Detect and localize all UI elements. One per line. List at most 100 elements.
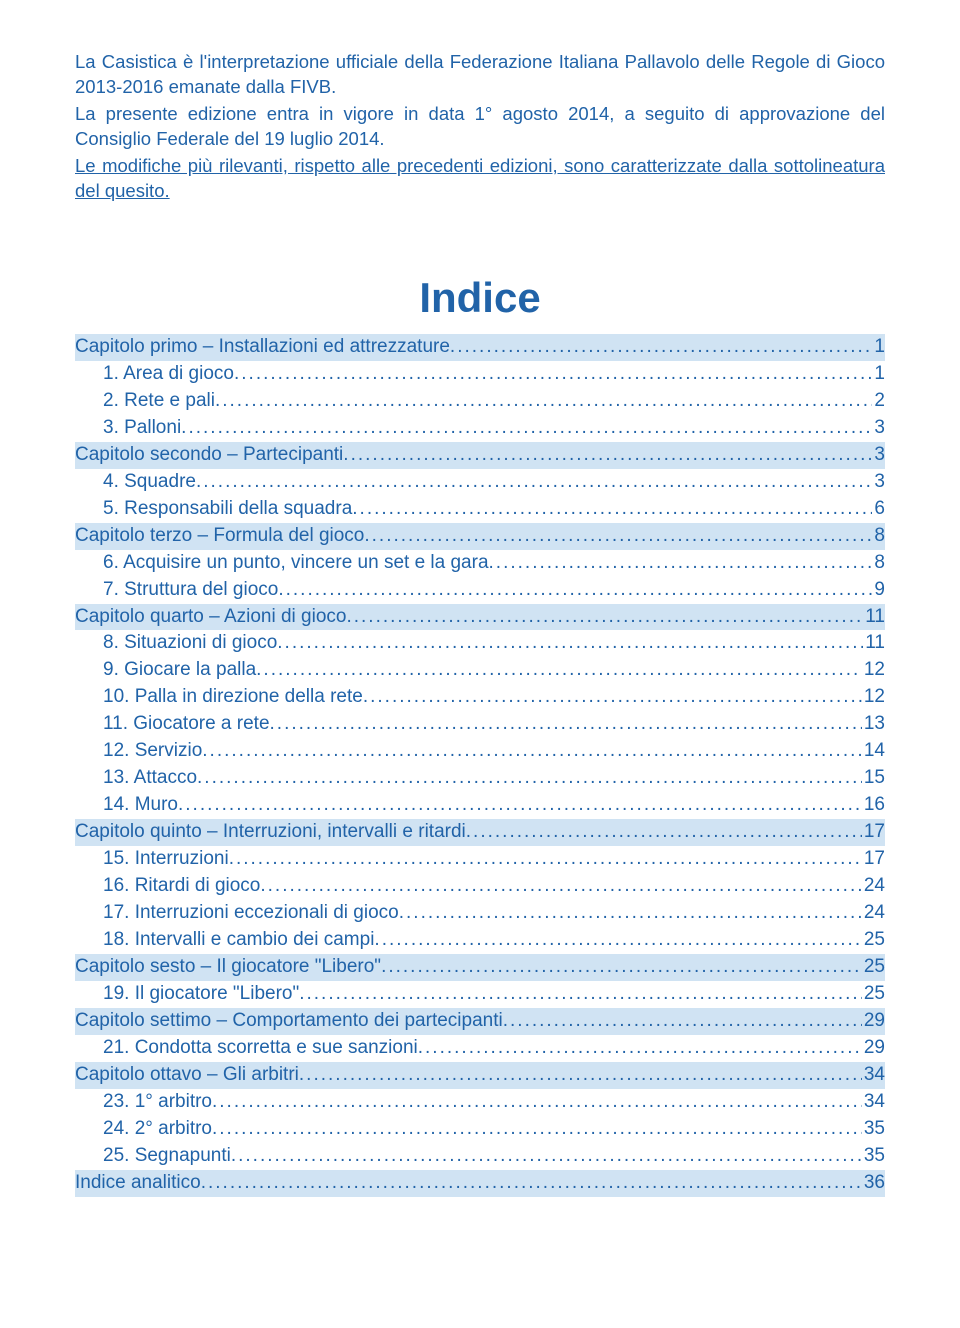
toc-label: 10. Palla in direzione della rete (103, 684, 363, 711)
toc-chapter-row: Capitolo quinto – Interruzioni, interval… (75, 819, 885, 846)
toc-label: 4. Squadre (103, 469, 196, 496)
toc-label: 6. Acquisire un punto, vincere un set e … (103, 550, 489, 577)
toc-label: 18. Intervalli e cambio dei campi (103, 927, 374, 954)
toc-leader-dots (201, 1170, 862, 1197)
toc-leader-dots (343, 442, 872, 469)
toc-label: Capitolo quarto – Azioni di gioco (75, 604, 346, 631)
toc-label: 25. Segnapunti (103, 1143, 231, 1170)
toc-leader-dots (202, 738, 862, 765)
toc-leader-dots (278, 577, 872, 604)
toc-leader-dots (256, 657, 862, 684)
toc-section-row: 9. Giocare la palla12 (75, 657, 885, 684)
toc-title: Indice (75, 274, 885, 322)
toc-leader-dots (503, 1008, 862, 1035)
toc-leader-dots (181, 415, 872, 442)
toc-page-number: 25 (862, 927, 885, 954)
toc-section-row: 13. Attacco 15 (75, 765, 885, 792)
toc-page-number: 8 (872, 550, 885, 577)
toc-leader-dots (231, 1143, 862, 1170)
toc-page-number: 3 (872, 442, 885, 469)
toc-page-number: 25 (862, 954, 885, 981)
toc-leader-dots (381, 954, 862, 981)
toc-page-number: 1 (872, 361, 885, 388)
toc-section-row: 15. Interruzioni17 (75, 846, 885, 873)
toc-leader-dots (277, 630, 863, 657)
toc-page-number: 35 (862, 1143, 885, 1170)
toc-leader-dots (363, 684, 862, 711)
toc-label: 5. Responsabili della squadra (103, 496, 352, 523)
toc-page-number: 17 (862, 819, 885, 846)
toc-section-row: 16. Ritardi di gioco24 (75, 873, 885, 900)
toc-section-row: 11. Giocatore a rete13 (75, 711, 885, 738)
toc-page-number: 3 (872, 415, 885, 442)
toc-leader-dots (352, 496, 872, 523)
toc-leader-dots (399, 900, 862, 927)
intro-paragraph-2: La presente edizione entra in vigore in … (75, 102, 885, 152)
toc-leader-dots (212, 1089, 862, 1116)
toc-section-row: 3. Palloni 3 (75, 415, 885, 442)
toc-label: 24. 2° arbitro (103, 1116, 212, 1143)
toc-label: Indice analitico (75, 1170, 201, 1197)
toc-section-row: 23. 1° arbitro 34 (75, 1089, 885, 1116)
toc-label: 14. Muro (103, 792, 178, 819)
toc-label: 19. Il giocatore "Libero" (103, 981, 299, 1008)
toc-page-number: 25 (862, 981, 885, 1008)
toc-chapter-row: Capitolo terzo – Formula del gioco8 (75, 523, 885, 550)
toc-page-number: 6 (872, 496, 885, 523)
toc-section-row: 7. Struttura del gioco 9 (75, 577, 885, 604)
toc-section-row: 5. Responsabili della squadra 6 (75, 496, 885, 523)
toc-label: 11. Giocatore a rete (103, 711, 270, 738)
toc-leader-dots (346, 604, 863, 631)
toc-leader-dots (489, 550, 873, 577)
toc-label: Capitolo sesto – Il giocatore "Libero" (75, 954, 381, 981)
toc-page-number: 35 (862, 1116, 885, 1143)
toc-label: Capitolo secondo – Partecipanti (75, 442, 343, 469)
table-of-contents: Capitolo primo – Installazioni ed attrez… (75, 334, 885, 1197)
toc-chapter-row: Capitolo primo – Installazioni ed attrez… (75, 334, 885, 361)
toc-page-number: 29 (862, 1008, 885, 1035)
toc-leader-dots (450, 334, 873, 361)
toc-page-number: 15 (862, 765, 885, 792)
toc-page-number: 11 (863, 630, 885, 657)
toc-leader-dots (466, 819, 862, 846)
toc-leader-dots (178, 792, 862, 819)
toc-section-row: 17. Interruzioni eccezionali di gioco 24 (75, 900, 885, 927)
toc-label: Capitolo settimo – Comportamento dei par… (75, 1008, 503, 1035)
toc-label: Capitolo primo – Installazioni ed attrez… (75, 334, 450, 361)
toc-leader-dots (196, 469, 872, 496)
toc-label: Capitolo ottavo – Gli arbitri (75, 1062, 299, 1089)
toc-chapter-row: Capitolo sesto – Il giocatore "Libero" 25 (75, 954, 885, 981)
toc-leader-dots (299, 1062, 862, 1089)
toc-leader-dots (234, 361, 872, 388)
toc-leader-dots (260, 873, 861, 900)
toc-label: 7. Struttura del gioco (103, 577, 278, 604)
intro-paragraph-1: La Casistica è l'interpretazione ufficia… (75, 50, 885, 100)
toc-page-number: 34 (862, 1089, 885, 1116)
toc-page-number: 3 (872, 469, 885, 496)
toc-page-number: 12 (862, 684, 885, 711)
toc-leader-dots (229, 846, 862, 873)
intro-paragraph-3: Le modifiche più rilevanti, rispetto all… (75, 154, 885, 204)
toc-section-row: 8. Situazioni di gioco 11 (75, 630, 885, 657)
toc-label: 13. Attacco (103, 765, 197, 792)
toc-leader-dots (197, 765, 862, 792)
toc-label: 1. Area di gioco (103, 361, 234, 388)
toc-label: 17. Interruzioni eccezionali di gioco (103, 900, 399, 927)
toc-label: 8. Situazioni di gioco (103, 630, 277, 657)
toc-section-row: 25. Segnapunti 35 (75, 1143, 885, 1170)
toc-leader-dots (212, 1116, 862, 1143)
toc-leader-dots (215, 388, 872, 415)
toc-page-number: 9 (872, 577, 885, 604)
toc-label: Capitolo terzo – Formula del gioco (75, 523, 364, 550)
toc-label: 23. 1° arbitro (103, 1089, 212, 1116)
toc-label: 15. Interruzioni (103, 846, 229, 873)
toc-section-row: 24. 2° arbitro 35 (75, 1116, 885, 1143)
toc-label: Capitolo quinto – Interruzioni, interval… (75, 819, 466, 846)
toc-page-number: 16 (862, 792, 885, 819)
toc-chapter-row: Indice analitico36 (75, 1170, 885, 1197)
toc-label: 3. Palloni (103, 415, 181, 442)
toc-page-number: 29 (862, 1035, 885, 1062)
toc-section-row: 10. Palla in direzione della rete 12 (75, 684, 885, 711)
toc-label: 21. Condotta scorretta e sue sanzioni (103, 1035, 418, 1062)
toc-page-number: 24 (862, 900, 885, 927)
